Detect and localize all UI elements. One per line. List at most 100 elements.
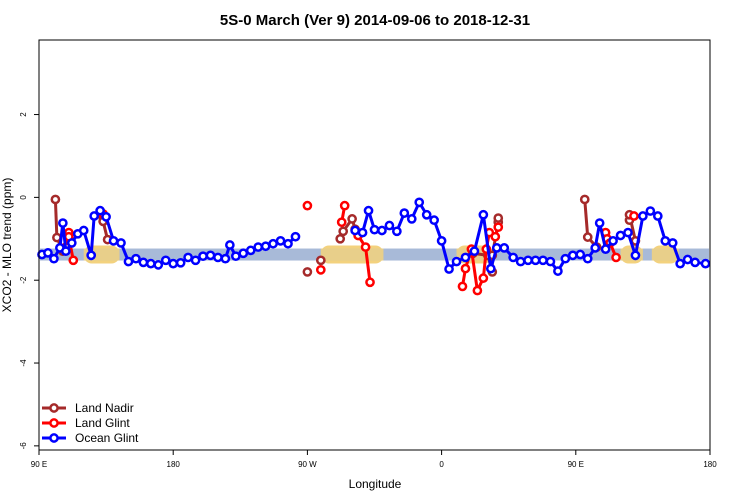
ocean-glint-point — [392, 226, 402, 237]
land-glint-point — [472, 285, 483, 296]
land-glint-point — [315, 264, 326, 275]
ocean-glint-point — [700, 258, 711, 269]
land-glint-point — [365, 277, 375, 288]
ocean-glint-point — [485, 263, 496, 274]
x-axis: 90 E 180 90 W 0 90 E 180 — [31, 450, 717, 469]
ocean-glint-point — [101, 211, 111, 222]
ocean-glint-point — [623, 227, 633, 238]
ocean-glint-point — [350, 225, 360, 236]
ocean-glint-point — [590, 243, 601, 253]
ocean-glint-point — [357, 227, 368, 238]
ocean-glint-point — [499, 243, 510, 253]
y-tick-label: -2 — [19, 276, 28, 284]
ocean-glint-point — [253, 242, 264, 252]
ocean-glint-point — [384, 220, 395, 231]
ocean-glint-point — [168, 258, 179, 269]
ocean-glint-point — [108, 236, 119, 246]
plot-frame — [38, 39, 711, 451]
land-nadir-point — [347, 214, 357, 224]
ocean-glint-point — [363, 205, 374, 216]
chart-title: 5S-0 March (Ver 9) 2014-09-06 to 2018-12… — [220, 12, 530, 29]
ocean-glint-point — [238, 248, 249, 259]
ocean-glint-point — [530, 255, 541, 266]
ocean-glint-point — [78, 225, 89, 236]
x-axis-label: Longitude — [349, 477, 402, 491]
series-ocean-glint — [37, 197, 711, 276]
y-tick-label: 2 — [19, 112, 28, 117]
ocean-glint-point — [145, 258, 156, 269]
ocean-glint-point — [160, 255, 171, 266]
ocean-glint-point — [377, 225, 387, 236]
x-tick-label: 0 — [439, 460, 444, 469]
legend-ocean-glint-label: Ocean Glint — [75, 431, 139, 445]
ocean-glint-point — [245, 245, 256, 256]
x-tick-label: 90 E — [31, 460, 47, 469]
ocean-glint-point — [213, 252, 223, 263]
legend-land-nadir-marker — [49, 403, 59, 413]
ocean-glint-point — [66, 238, 77, 248]
ocean-glint-point — [630, 250, 641, 261]
ocean-glint-point — [575, 249, 586, 260]
ocean-glint-point — [225, 240, 235, 250]
ocean-glint-point — [49, 253, 59, 264]
land-nadir-point — [315, 255, 326, 266]
ocean-glint-point — [690, 257, 700, 268]
ocean-glint-point — [444, 264, 454, 274]
land-band-overlay — [651, 248, 679, 261]
ocean-glint-point — [478, 209, 489, 220]
series-layer — [37, 194, 711, 296]
ocean-glint-point — [508, 252, 519, 263]
ocean-glint-point — [451, 256, 462, 267]
ocean-glint-point — [660, 236, 671, 246]
legend-land-glint-marker — [49, 418, 59, 428]
ocean-glint-point — [608, 236, 618, 246]
y-tick-label: 0 — [19, 195, 28, 200]
y-axis: 2 0 -2 -4 -6 — [19, 112, 39, 449]
land-glint-point — [460, 263, 471, 274]
land-nadir-point — [579, 194, 590, 205]
ocean-glint-point — [220, 253, 231, 264]
land-glint-point — [302, 200, 313, 211]
ocean-glint-point — [369, 224, 380, 235]
ocean-glint-point — [560, 253, 571, 264]
legend-land-glint-label: Land Glint — [75, 416, 130, 430]
ocean-glint-point — [553, 266, 563, 276]
ocean-glint-point — [58, 218, 68, 228]
ocean-glint-point — [429, 215, 439, 226]
ocean-glint-point — [491, 243, 502, 253]
ocean-glint-point — [594, 218, 605, 228]
ocean-glint-point — [469, 246, 480, 257]
ocean-glint-point — [205, 250, 216, 261]
ocean-glint-point — [545, 256, 556, 267]
ocean-glint-point — [43, 248, 53, 258]
ocean-glint-point — [652, 211, 663, 221]
land-glint-point — [68, 255, 79, 266]
ocean-glint-point — [682, 254, 693, 265]
ocean-glint-point — [567, 250, 578, 261]
ocean-glint-point — [116, 238, 126, 248]
ocean-glint-point — [275, 236, 286, 246]
ocean-glint-point — [283, 238, 293, 249]
ocean-glint-point — [600, 244, 611, 254]
ocean-glint-point — [268, 238, 278, 249]
x-tick-label: 90 E — [568, 460, 584, 469]
y-tick-label: -4 — [19, 359, 28, 367]
ocean-glint-point — [290, 231, 301, 242]
legend-ocean-glint-marker — [49, 433, 59, 443]
land-nadir-point — [50, 194, 61, 205]
ocean-glint-point — [138, 257, 149, 268]
ocean-glint-point — [183, 252, 193, 263]
ocean-glint-point — [260, 241, 271, 252]
land-band-overlay — [320, 248, 384, 261]
y-axis-label: XCO2 - MLO trend (ppm) — [0, 178, 14, 313]
ocean-glint-point — [675, 258, 686, 269]
ocean-glint-point — [582, 253, 593, 264]
land-nadir-point — [335, 233, 346, 244]
ocean-glint-point — [153, 260, 164, 270]
ocean-glint-point — [230, 251, 241, 262]
x-tick-label: 180 — [167, 460, 181, 469]
ocean-glint-point — [131, 253, 141, 264]
legend-land-nadir-label: Land Nadir — [75, 401, 134, 415]
land-glint-point — [339, 200, 350, 211]
